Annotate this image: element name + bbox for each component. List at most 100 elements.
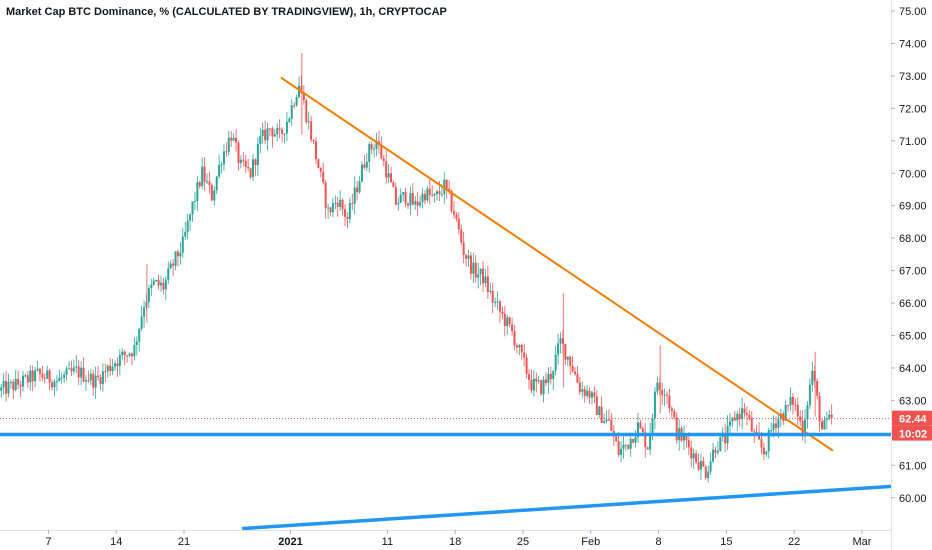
candle-body xyxy=(707,471,710,479)
candle-body xyxy=(818,395,821,422)
candle-body xyxy=(63,374,66,378)
candle-body xyxy=(719,436,722,452)
candle-body xyxy=(784,404,787,421)
candle-body xyxy=(196,182,199,202)
candle-body xyxy=(399,194,402,203)
candle-body xyxy=(394,187,397,205)
candle-body xyxy=(237,142,240,163)
candle-body xyxy=(370,144,373,150)
candle-body xyxy=(247,166,250,169)
candle-body xyxy=(34,370,37,382)
x-tick-label: 18 xyxy=(449,536,461,548)
candle-body xyxy=(43,377,46,379)
y-tick-label: 64.00 xyxy=(899,363,927,375)
candle-body xyxy=(724,434,727,444)
candle-body xyxy=(702,461,705,467)
candle-body xyxy=(791,396,794,405)
candle-body xyxy=(695,453,698,463)
candle-body xyxy=(675,417,678,441)
candle-body xyxy=(586,390,589,396)
candle-body xyxy=(467,255,470,259)
candle-body xyxy=(278,128,281,130)
candle-body xyxy=(804,419,807,437)
candle-body xyxy=(501,311,504,314)
candle-body xyxy=(670,408,673,411)
candle-body xyxy=(174,251,177,266)
candle-body xyxy=(310,121,313,140)
candle-body xyxy=(259,136,262,144)
candle-body xyxy=(465,255,468,259)
candle-body xyxy=(566,356,569,360)
candle-body xyxy=(26,375,29,383)
candle-body xyxy=(457,218,460,230)
candle-body xyxy=(649,432,652,450)
candle-body xyxy=(356,187,359,193)
y-tick-label: 69.00 xyxy=(899,201,927,213)
candle-body xyxy=(106,365,109,372)
candle-body xyxy=(169,263,172,269)
candle-body xyxy=(634,437,637,443)
candle-body xyxy=(450,191,453,212)
candle-body xyxy=(363,164,366,168)
candle-body xyxy=(530,379,533,391)
y-tick-label: 70.00 xyxy=(899,168,927,180)
time-axis[interactable]: 7 14 21 2021 11 18 25 Feb 8 15 22 Mar xyxy=(45,530,872,548)
candle-body xyxy=(239,159,242,163)
candle-body xyxy=(569,356,572,366)
candle-body xyxy=(416,201,419,206)
candle-body xyxy=(762,447,765,455)
candle-body xyxy=(116,363,119,367)
x-tick-label: 21 xyxy=(178,536,190,548)
trendlines-layer[interactable] xyxy=(0,76,892,531)
candle-body xyxy=(392,182,395,188)
candle-body xyxy=(419,202,422,206)
candle-body xyxy=(133,345,136,357)
candle-body xyxy=(77,366,80,378)
candle-body xyxy=(615,436,618,442)
current-price-value: 62.44 xyxy=(899,414,927,426)
candle-body xyxy=(135,341,138,346)
candle-body xyxy=(440,194,443,196)
price-axis[interactable]: 60.0061.0062.0063.0064.0065.0066.0067.00… xyxy=(891,6,927,505)
candle-body xyxy=(525,357,528,375)
candle-body xyxy=(201,166,204,187)
candle-body xyxy=(271,128,274,137)
candle-body xyxy=(787,404,790,406)
candle-body xyxy=(111,366,114,371)
candle-body xyxy=(348,203,351,219)
candle-body xyxy=(283,133,286,135)
candle-body xyxy=(503,313,506,326)
candle-body xyxy=(373,148,376,150)
candle-body xyxy=(544,379,547,384)
candle-body xyxy=(285,121,288,134)
candle-body xyxy=(738,413,741,420)
trendline-ascending-support[interactable] xyxy=(242,484,892,531)
candle-body xyxy=(581,389,584,392)
candle-body xyxy=(300,85,303,94)
candle-body xyxy=(452,211,455,215)
candle-body xyxy=(368,144,371,162)
x-tick-label: 2021 xyxy=(278,536,302,548)
trendline-descending-resistance[interactable] xyxy=(280,76,834,452)
candle-body xyxy=(736,413,739,421)
candle-body xyxy=(317,159,320,168)
candle-body xyxy=(48,370,51,383)
candle-body xyxy=(486,276,489,292)
candle-body xyxy=(704,466,707,479)
candle-body xyxy=(152,280,155,285)
candle-body xyxy=(542,379,545,395)
x-tick-label: 14 xyxy=(110,536,122,548)
candle-body xyxy=(777,419,780,428)
candle-body xyxy=(70,368,73,372)
candle-body xyxy=(414,201,417,205)
candle-body xyxy=(312,139,315,142)
candle-body xyxy=(687,440,690,448)
candle-body xyxy=(709,461,712,472)
candle-body xyxy=(728,421,731,427)
candle-body xyxy=(547,373,550,384)
candle-body xyxy=(673,410,676,418)
candle-body xyxy=(436,191,439,195)
candle-body xyxy=(627,444,630,449)
